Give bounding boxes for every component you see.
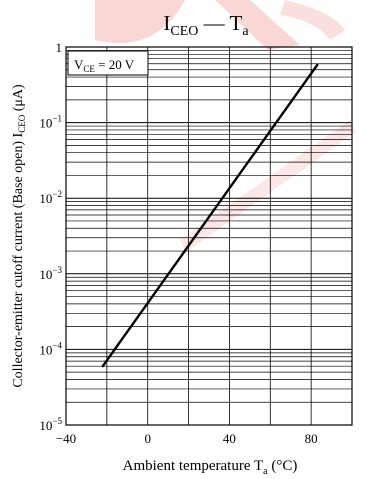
- annotation-post: = 20 V: [95, 57, 135, 72]
- y-tick-exponent: −4: [52, 340, 62, 350]
- y-axis-label: Collector-emitter cutoff current (Base o…: [11, 84, 27, 388]
- annotation: VCE = 20 V: [74, 57, 135, 74]
- y-tick-exponent: −2: [52, 189, 62, 199]
- y-tick-base: 10: [39, 418, 52, 433]
- title-main: I: [163, 11, 170, 35]
- grid: [66, 47, 352, 425]
- watermark-shape: [180, 120, 356, 252]
- y-tick-label: 10−5: [39, 416, 62, 433]
- x-tick-label: 80: [305, 431, 318, 446]
- x-axis-label: Ambient temperature Ta (°C): [123, 458, 298, 477]
- xlabel-sub: a: [263, 466, 268, 477]
- series-layer: [101, 63, 319, 368]
- x-tick-label: 40: [223, 431, 236, 446]
- title-main-sub: CEO: [170, 24, 198, 39]
- y-tick-label: 10−4: [39, 340, 62, 357]
- ylabel-text: Collector-emitter cutoff current (Base o…: [11, 137, 26, 387]
- series-line-0: [101, 63, 319, 368]
- ylabel-unit: (μA): [11, 84, 26, 115]
- y-tick-label: 1: [56, 40, 63, 55]
- title-sep: —: [198, 11, 229, 35]
- ylabel-sub: CEO: [17, 114, 27, 133]
- watermark-shape: [280, 0, 345, 40]
- y-tick-exponent: −3: [52, 265, 62, 275]
- annotation-sub: CE: [83, 64, 95, 74]
- y-tick-label: 10−2: [39, 189, 62, 206]
- y-tick-exponent: −5: [52, 416, 62, 426]
- watermark-shape: [95, 0, 185, 44]
- title-var-sub: a: [242, 24, 249, 39]
- title-var: T: [230, 11, 243, 35]
- x-tick-label: −40: [56, 431, 76, 446]
- y-tick-base: 1: [56, 40, 63, 55]
- chart-title: ICEO — Ta: [163, 11, 249, 39]
- y-tick-base: 10: [39, 191, 52, 206]
- y-tick-base: 10: [39, 267, 52, 282]
- annotation-box: [67, 50, 149, 76]
- y-tick-label: 10−1: [39, 114, 62, 131]
- x-tick-labels: −40 0 40 80: [56, 431, 318, 446]
- plot-frame: [65, 46, 353, 426]
- y-tick-exponent: −1: [52, 114, 62, 124]
- x-tick-label: 0: [144, 431, 151, 446]
- xlabel-text: Ambient temperature: [123, 458, 254, 474]
- y-tick-base: 10: [39, 342, 52, 357]
- y-tick-base: 10: [39, 116, 52, 131]
- xlabel-unit: (°C): [268, 458, 298, 474]
- y-tick-label: 10−3: [39, 265, 62, 282]
- ylabel-var: I: [11, 132, 26, 137]
- annotation-pre: V: [74, 57, 84, 72]
- y-tick-labels: 10−510−410−310−210−11: [39, 40, 62, 433]
- xlabel-var: T: [254, 458, 263, 474]
- watermark-shape: [215, 0, 300, 50]
